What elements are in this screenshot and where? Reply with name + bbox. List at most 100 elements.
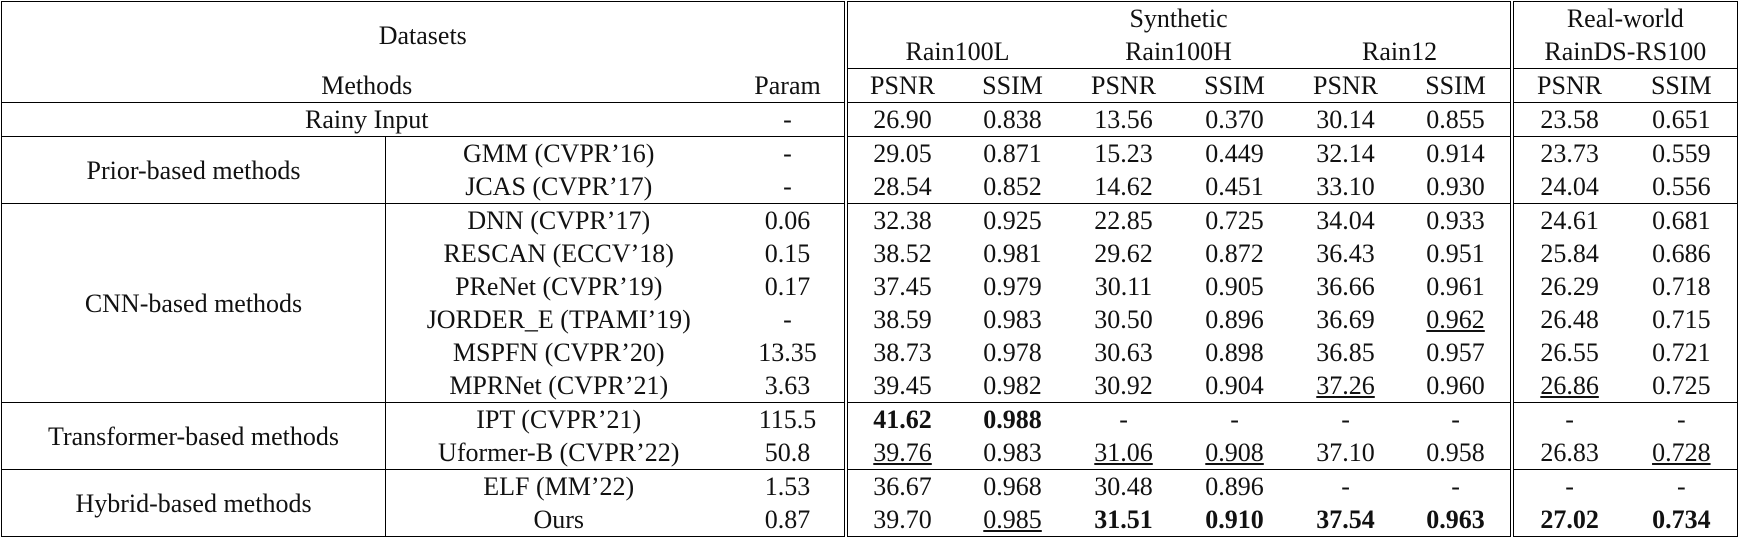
metric-value: 33.10: [1316, 172, 1375, 201]
metric-value: 0.715: [1652, 305, 1711, 334]
metric-value: 0.962: [1426, 305, 1485, 334]
metric-value: 37.54: [1316, 505, 1375, 534]
param-value: 0.15: [764, 239, 811, 268]
metric-header: SSIM: [957, 68, 1068, 103]
metric-value: 0.960: [1426, 371, 1485, 400]
metric-value: 0.908: [1205, 438, 1264, 467]
table-row: JORDER_E (TPAMI’19) - 38.59 0.983 30.50 0.896…: [2, 303, 1738, 336]
metric-value: 30.11: [1094, 272, 1153, 301]
table-row: PReNet (CVPR’19) 0.17 37.45 0.979 30.11 0.905…: [2, 270, 1738, 303]
dataset-name: Rain100H: [1067, 35, 1290, 69]
table-row: Transformer-based methods IPT (CVPR’21) 11…: [1, 402, 1738, 470]
metric-value: 26.48: [1509, 303, 1626, 336]
metric-value: 36.43: [1316, 239, 1375, 268]
method-name: ELF (MM’22): [385, 469, 732, 503]
table-row: Prior-based methods GMM (CVPR’16) -29.05 0.…: [1, 136, 1738, 204]
results-table: Datasets Synthetic Real-world Rain100L Rain1…: [1, 1, 1738, 537]
method-name: RESCAN (ECCV’18): [443, 239, 674, 268]
group-label: CNN-based methods: [1, 203, 386, 403]
metric-value: 0.983: [983, 305, 1042, 334]
metric-value: 0.451: [1205, 172, 1264, 201]
method-name: DNN (CVPR’17): [385, 203, 732, 237]
metric-value: 0.968: [957, 469, 1068, 503]
metric-value: 38.59: [843, 303, 958, 336]
metric-value: -: [1067, 402, 1180, 436]
metric-value: 0.981: [983, 239, 1042, 268]
table-row: JCAS (CVPR’17) - 28.54 0.852 14.62 0.451 33.10…: [2, 170, 1738, 204]
metric-value: -: [1401, 402, 1512, 436]
metric-value: 0.370: [1179, 102, 1290, 137]
metric-header: SSIM: [1401, 68, 1512, 103]
metric-value: 0.905: [1205, 272, 1264, 301]
metric-value: 32.14: [1289, 136, 1402, 170]
metric-value: 0.957: [1426, 338, 1485, 367]
metric-value: 0.651: [1625, 102, 1738, 137]
metric-value: 0.985: [983, 505, 1042, 534]
metric-value: 0.914: [1401, 136, 1512, 170]
metric-value: 0.898: [1205, 338, 1264, 367]
metric-value: 0.978: [983, 338, 1042, 367]
metric-value: -: [1625, 402, 1738, 436]
metric-value: 27.02: [1509, 503, 1626, 537]
metric-value: 23.58: [1509, 102, 1626, 137]
metric-value: 0.983: [983, 438, 1042, 467]
method-name: Ours: [533, 505, 585, 534]
metric-value: 30.14: [1289, 102, 1402, 137]
metric-value: 31.51: [1094, 505, 1153, 534]
dataset-group: Synthetic: [843, 1, 1512, 35]
metric-value: 0.871: [957, 136, 1068, 170]
metric-value: 14.62: [1094, 172, 1153, 201]
metric-value: -: [1289, 469, 1402, 503]
param-value: -: [731, 102, 846, 137]
metric-value: 0.855: [1401, 102, 1512, 137]
metric-header: PSNR: [1289, 68, 1402, 103]
metric-value: 28.54: [843, 170, 958, 204]
metric-value: 0.681: [1625, 203, 1738, 237]
metric-header: SSIM: [1625, 68, 1738, 103]
metric-value: 0.721: [1652, 338, 1711, 367]
metric-value: -: [1509, 402, 1626, 436]
method-name: JORDER_E (TPAMI’19): [426, 305, 691, 334]
metric-value: 30.63: [1094, 338, 1153, 367]
table-row: CNN-based methods DNN (CVPR’17) 0.06 32.38 0…: [1, 203, 1738, 403]
metric-value: 36.67: [843, 469, 958, 503]
metric-value: 0.910: [1205, 505, 1264, 534]
param-header: Param: [731, 68, 846, 103]
metric-header: SSIM: [1179, 68, 1290, 103]
header-row: Rain100L Rain100H Rain12 RainDS-RS100: [2, 35, 1738, 69]
metric-value: 38.52: [843, 237, 958, 270]
table-row: Ours 0.87 39.70 0.985 31.51 0.910 37.54 0.963 27…: [2, 503, 1738, 537]
group-label: Prior-based methods: [1, 136, 386, 204]
metric-value: 0.982: [983, 371, 1042, 400]
metric-header: PSNR: [1067, 68, 1180, 103]
param-value: 0.06: [731, 203, 846, 237]
metric-value: 0.559: [1625, 136, 1738, 170]
param-value: -: [783, 172, 792, 201]
method-name: GMM (CVPR’16): [385, 136, 732, 170]
metric-value: 13.56: [1067, 102, 1180, 137]
metric-value: 32.38: [843, 203, 958, 237]
param-value: -: [731, 136, 846, 170]
metric-value: 0.951: [1426, 239, 1485, 268]
methods-header: Methods: [1, 68, 732, 103]
metric-value: 37.10: [1316, 438, 1375, 467]
metric-value: 30.50: [1094, 305, 1153, 334]
method-name: MPRNet (CVPR’21): [449, 371, 669, 400]
metric-value: -: [1625, 469, 1738, 503]
method-name: IPT (CVPR’21): [385, 402, 732, 436]
method-name: JCAS (CVPR’17): [465, 172, 653, 201]
metric-value: 0.728: [1652, 438, 1711, 467]
header-row: Methods Param PSNR SSIM PSNR SSIM PSNR SSIM PSNR…: [1, 68, 1738, 103]
metric-value: 39.70: [843, 503, 958, 537]
metric-value: 0.963: [1426, 505, 1485, 534]
metric-value: 0.449: [1179, 136, 1290, 170]
method-name: Rainy Input: [1, 102, 732, 137]
metric-value: 26.90: [843, 102, 958, 137]
metric-value: 0.904: [1205, 371, 1264, 400]
param-value: 0.87: [764, 505, 811, 534]
method-name: MSPFN (CVPR’20): [452, 338, 665, 367]
metric-value: 0.958: [1426, 438, 1485, 467]
metric-value: -: [1401, 469, 1512, 503]
metric-value: 0.725: [1179, 203, 1290, 237]
param-value: 0.17: [764, 272, 811, 301]
